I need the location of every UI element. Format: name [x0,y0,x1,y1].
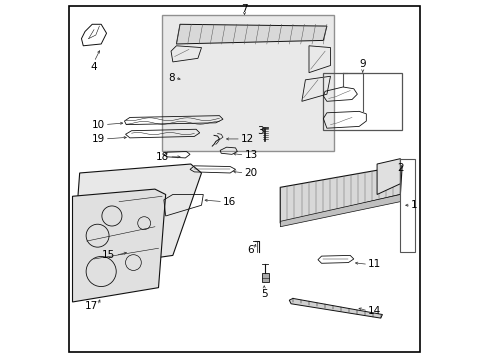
Polygon shape [72,164,201,270]
Text: 20: 20 [244,168,257,178]
Text: 5: 5 [261,289,267,300]
Text: 13: 13 [244,150,257,160]
Bar [323,73,401,130]
Text: 18: 18 [156,152,169,162]
Polygon shape [261,273,268,282]
Text: 7: 7 [241,4,247,14]
Text: 10: 10 [91,120,104,130]
Bar [400,159,414,252]
Bar [162,15,333,152]
Text: 17: 17 [84,301,98,311]
Polygon shape [280,194,400,227]
Text: 12: 12 [241,134,254,144]
Polygon shape [280,166,401,223]
Text: 16: 16 [223,197,236,207]
Polygon shape [376,159,400,194]
Polygon shape [176,24,326,44]
Text: 9: 9 [359,59,366,69]
Text: 1: 1 [410,200,417,210]
Text: 19: 19 [91,134,104,144]
Text: 15: 15 [102,251,115,260]
Text: 2: 2 [396,163,403,172]
Text: 11: 11 [367,259,381,269]
Text: 8: 8 [168,73,174,83]
Polygon shape [289,298,382,318]
Polygon shape [72,189,165,302]
Text: 3: 3 [257,126,264,136]
Polygon shape [262,127,267,128]
Text: 4: 4 [90,62,97,72]
Text: 6: 6 [246,245,253,255]
Text: 14: 14 [367,306,381,316]
